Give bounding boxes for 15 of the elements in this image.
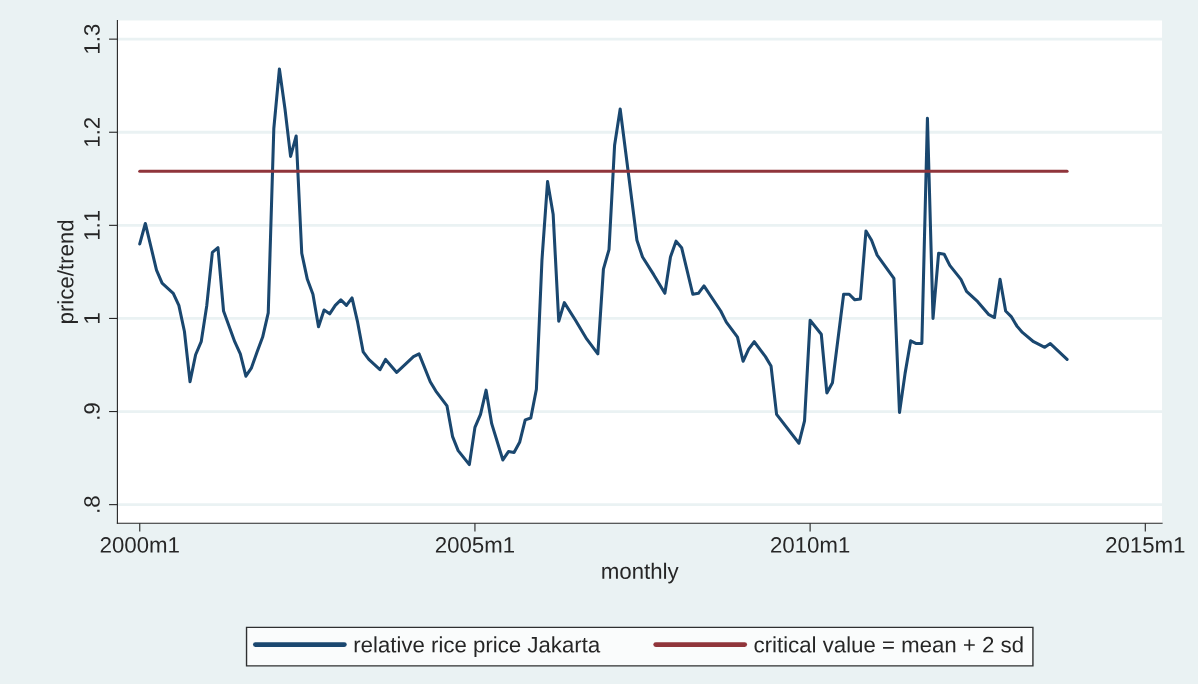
y-tick-label: 1.3 <box>84 24 100 53</box>
y-tick-label: 1.1 <box>84 210 100 240</box>
legend-label: relative rice price Jakarta <box>354 636 601 657</box>
y-tick-label: 1.2 <box>84 117 100 146</box>
y-axis-title: price/trend <box>57 220 78 323</box>
x-tick-label: 2010m1 <box>771 537 850 553</box>
line-series <box>138 67 1069 467</box>
legend-label: critical value = mean + 2 sd <box>754 636 1023 653</box>
y-tick-label: .9 <box>84 403 100 419</box>
x-tick-label: 2015m1 <box>1106 537 1185 553</box>
x-axis-title: monthly <box>602 562 679 584</box>
x-tick-label: 2005m1 <box>435 537 515 553</box>
y-tick-label: 1 <box>84 313 100 323</box>
x-tick-label: 2000m1 <box>100 537 179 553</box>
y-tick-label: .8 <box>84 496 100 512</box>
